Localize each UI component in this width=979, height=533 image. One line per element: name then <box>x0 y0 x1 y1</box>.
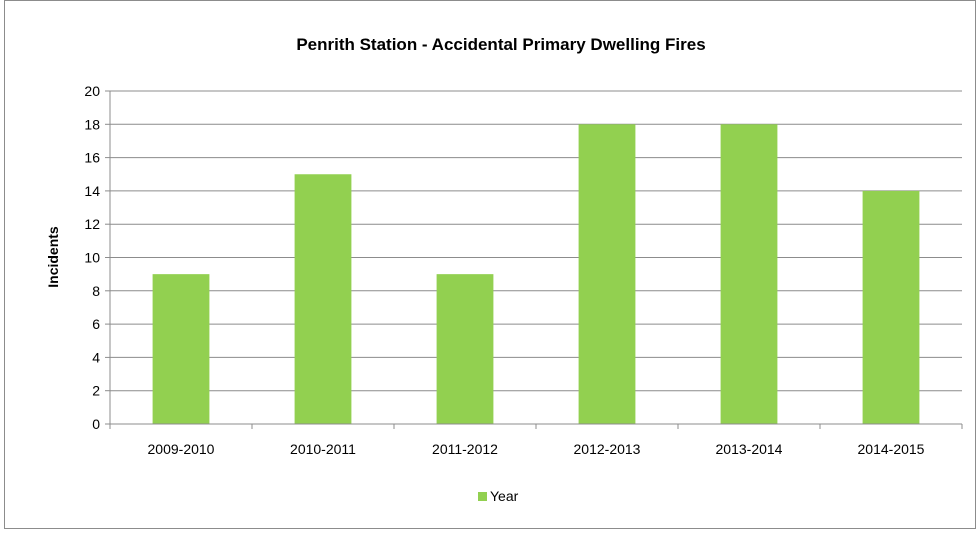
legend-label: Year <box>490 488 519 504</box>
y-tick-label: 14 <box>84 183 100 199</box>
bar-2013-2014 <box>720 124 778 425</box>
y-tick-label: 0 <box>92 416 100 432</box>
y-tick-label: 6 <box>92 316 100 332</box>
chart-title: Penrith Station - Accidental Primary Dwe… <box>296 35 705 54</box>
bar-2012-2013 <box>578 124 636 425</box>
y-tick-label: 10 <box>84 250 100 266</box>
y-axis-ticks: 0 2 4 6 8 10 12 14 16 18 20 <box>84 83 110 432</box>
x-axis-ticks: 2009-2010 2010-2011 2011-2012 2012-2013 2013… <box>109 424 963 457</box>
axes <box>109 91 962 425</box>
x-tick-label: 2011-2012 <box>432 441 498 457</box>
y-tick-label: 8 <box>92 283 100 299</box>
y-tick-label: 2 <box>92 383 100 399</box>
legend-swatch <box>478 492 487 501</box>
bar-2010-2011 <box>294 174 352 424</box>
x-tick-label: 2009-2010 <box>148 441 215 457</box>
bar-2009-2010 <box>152 274 210 424</box>
chart-frame <box>4 0 976 529</box>
y-axis-label: Incidents <box>45 226 61 288</box>
y-tick-label: 12 <box>84 216 100 232</box>
x-tick-label: 2013-2014 <box>716 441 783 457</box>
x-tick-label: 2010-2011 <box>290 441 356 457</box>
x-tick-label: 2014-2015 <box>858 441 925 457</box>
gridlines <box>110 90 962 392</box>
bar-2011-2012 <box>436 274 494 424</box>
y-tick-label: 16 <box>84 150 100 166</box>
y-tick-label: 4 <box>92 349 100 365</box>
y-tick-label: 20 <box>84 83 100 99</box>
y-tick-label: 18 <box>84 116 100 132</box>
x-tick-label: 2012-2013 <box>574 441 641 457</box>
legend: Year <box>478 488 519 504</box>
bars <box>152 124 920 425</box>
bar-2014-2015 <box>862 190 920 424</box>
